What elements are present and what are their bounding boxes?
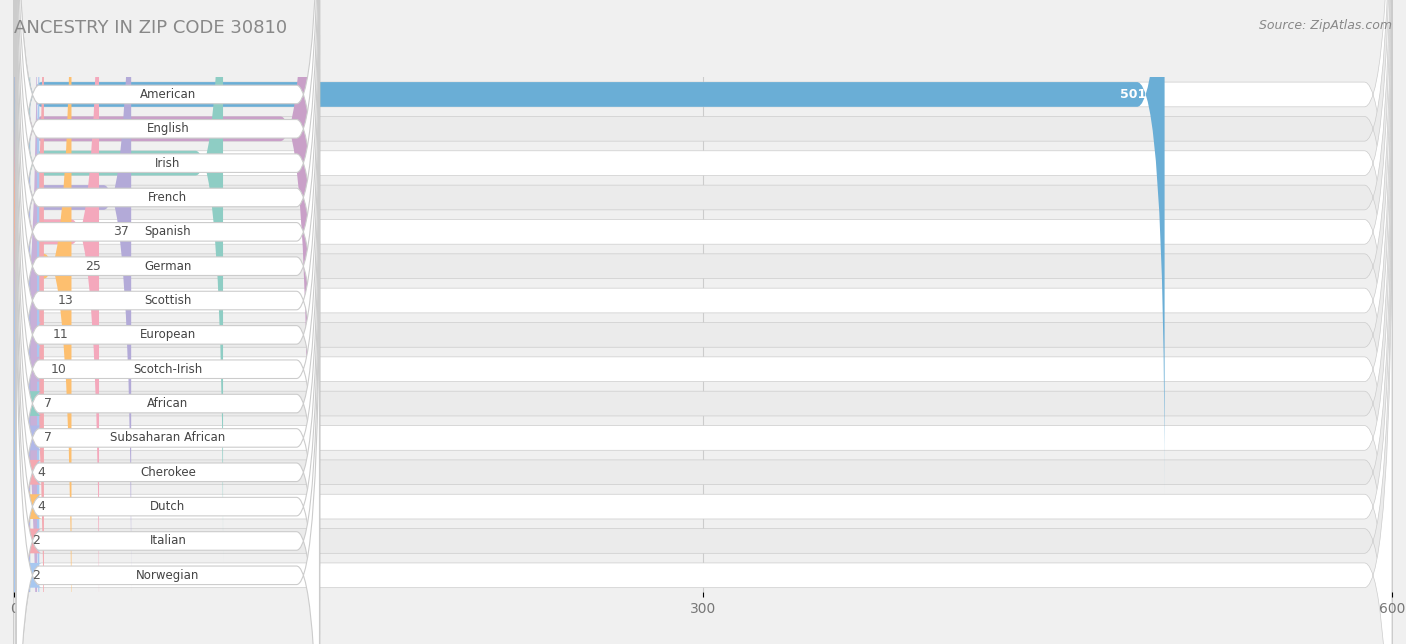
FancyBboxPatch shape (14, 0, 308, 529)
FancyBboxPatch shape (17, 173, 319, 644)
Text: 2: 2 (32, 569, 41, 582)
Text: 2: 2 (32, 535, 41, 547)
FancyBboxPatch shape (10, 0, 42, 644)
Text: African: African (148, 397, 188, 410)
Text: Norwegian: Norwegian (136, 569, 200, 582)
Text: 10: 10 (51, 363, 66, 375)
Text: Subsaharan African: Subsaharan African (110, 431, 225, 444)
FancyBboxPatch shape (14, 0, 72, 644)
FancyBboxPatch shape (14, 0, 131, 597)
FancyBboxPatch shape (17, 0, 319, 600)
FancyBboxPatch shape (17, 0, 319, 566)
FancyBboxPatch shape (14, 0, 1164, 494)
Text: American: American (139, 88, 195, 101)
FancyBboxPatch shape (14, 0, 1392, 632)
Text: 11: 11 (53, 328, 69, 341)
Text: 7: 7 (44, 431, 52, 444)
Text: European: European (139, 328, 195, 341)
FancyBboxPatch shape (3, 4, 42, 644)
Text: ANCESTRY IN ZIP CODE 30810: ANCESTRY IN ZIP CODE 30810 (14, 19, 287, 37)
FancyBboxPatch shape (17, 241, 319, 644)
FancyBboxPatch shape (14, 0, 1392, 644)
FancyBboxPatch shape (14, 0, 1392, 644)
Text: 7: 7 (44, 397, 52, 410)
FancyBboxPatch shape (14, 4, 1392, 644)
FancyBboxPatch shape (14, 0, 98, 632)
Text: German: German (145, 260, 191, 272)
FancyBboxPatch shape (14, 0, 1392, 563)
Text: 13: 13 (58, 294, 73, 307)
Text: 51: 51 (96, 191, 112, 204)
FancyBboxPatch shape (0, 141, 42, 644)
Text: 4: 4 (37, 466, 45, 478)
Text: Irish: Irish (155, 156, 180, 169)
FancyBboxPatch shape (14, 0, 1392, 529)
FancyBboxPatch shape (14, 176, 1392, 644)
Text: 501: 501 (1121, 88, 1146, 101)
FancyBboxPatch shape (17, 0, 319, 463)
Text: 128: 128 (263, 122, 290, 135)
FancyBboxPatch shape (3, 38, 42, 644)
Text: Source: ZipAtlas.com: Source: ZipAtlas.com (1258, 19, 1392, 32)
FancyBboxPatch shape (17, 0, 319, 635)
FancyBboxPatch shape (17, 35, 319, 644)
Text: Dutch: Dutch (150, 500, 186, 513)
FancyBboxPatch shape (14, 0, 1392, 644)
FancyBboxPatch shape (14, 141, 1392, 644)
Text: Scottish: Scottish (145, 294, 191, 307)
FancyBboxPatch shape (14, 38, 1392, 644)
FancyBboxPatch shape (14, 0, 44, 644)
Text: 91: 91 (187, 156, 205, 169)
FancyBboxPatch shape (14, 0, 1392, 644)
FancyBboxPatch shape (17, 1, 319, 644)
Text: 25: 25 (86, 260, 101, 272)
FancyBboxPatch shape (17, 207, 319, 644)
Text: French: French (149, 191, 187, 204)
FancyBboxPatch shape (17, 0, 319, 497)
Text: Spanish: Spanish (145, 225, 191, 238)
Text: Cherokee: Cherokee (141, 466, 195, 478)
FancyBboxPatch shape (14, 0, 224, 563)
FancyBboxPatch shape (14, 73, 1392, 644)
Text: 4: 4 (37, 500, 45, 513)
FancyBboxPatch shape (17, 0, 319, 532)
FancyBboxPatch shape (14, 0, 1392, 494)
FancyBboxPatch shape (17, 0, 319, 429)
FancyBboxPatch shape (14, 107, 1392, 644)
FancyBboxPatch shape (0, 176, 42, 644)
FancyBboxPatch shape (14, 0, 1392, 597)
Text: English: English (146, 122, 190, 135)
FancyBboxPatch shape (17, 138, 319, 644)
FancyBboxPatch shape (17, 70, 319, 644)
FancyBboxPatch shape (11, 0, 42, 644)
Text: Italian: Italian (149, 535, 187, 547)
FancyBboxPatch shape (0, 73, 42, 644)
Text: 37: 37 (112, 225, 129, 238)
FancyBboxPatch shape (17, 104, 319, 644)
Text: Scotch-Irish: Scotch-Irish (134, 363, 202, 375)
FancyBboxPatch shape (0, 107, 42, 644)
